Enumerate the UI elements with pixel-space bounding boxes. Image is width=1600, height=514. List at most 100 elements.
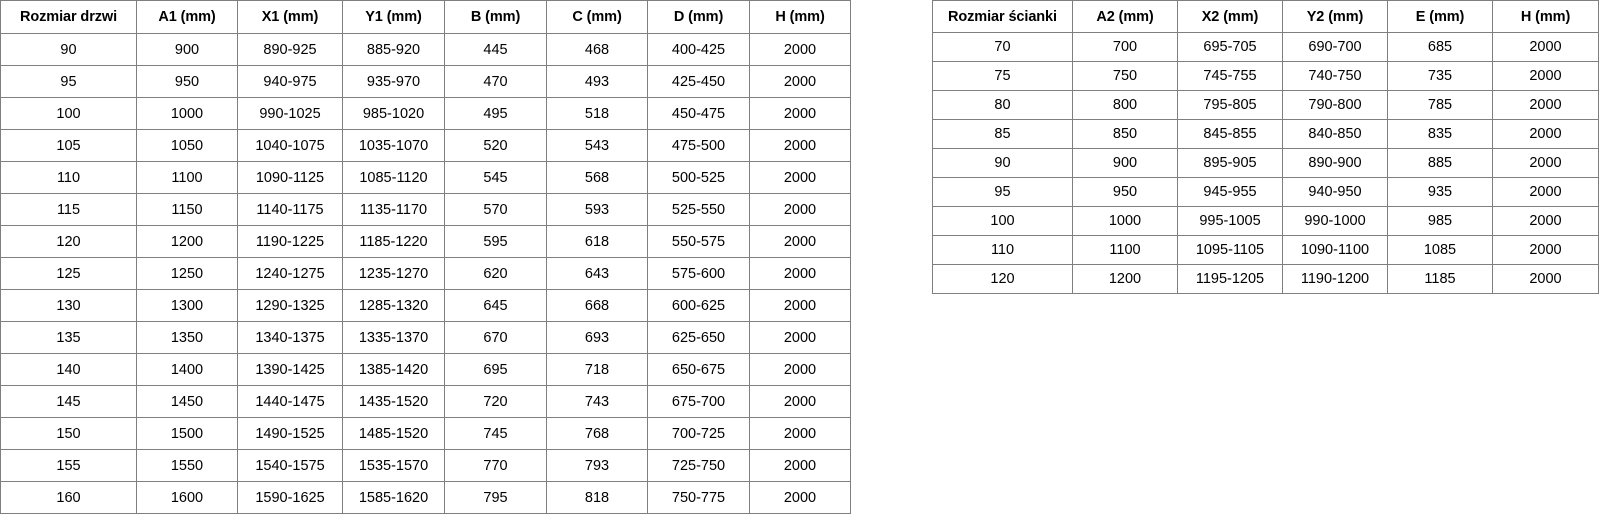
table-row: 75 750 745-755 740-750 735 2000 — [932, 61, 1599, 91]
cell-door-r1-c0: 95 — [0, 65, 137, 98]
cell-door-r0-c1: 900 — [136, 33, 238, 66]
cell-door-r9-c6: 625-650 — [647, 321, 750, 354]
cell-wall-r5-c3: 940-950 — [1282, 177, 1388, 207]
table-row: 70 700 695-705 690-700 685 2000 — [932, 32, 1599, 62]
cell-door-r3-c7: 2000 — [749, 129, 851, 162]
table-row: 115 1150 1140-1175 1135-1170 570 593 525-550 20… — [0, 193, 851, 226]
cell-door-r6-c2: 1190-1225 — [237, 225, 343, 258]
cell-door-r14-c0: 160 — [0, 481, 137, 514]
cell-wall-r1-c0: 75 — [932, 61, 1073, 91]
cell-door-r6-c6: 550-575 — [647, 225, 750, 258]
cell-wall-r0-c4: 685 — [1387, 32, 1493, 62]
cell-door-r11-c0: 145 — [0, 385, 137, 418]
table-row: 105 1050 1040-1075 1035-1070 520 543 475-500 20… — [0, 129, 851, 162]
cell-wall-r1-c5: 2000 — [1492, 61, 1599, 91]
cell-wall-r7-c5: 2000 — [1492, 235, 1599, 265]
wall-table-body: 70 700 695-705 690-700 685 2000 75 750 745-755 74… — [932, 32, 1599, 294]
cell-door-r9-c7: 2000 — [749, 321, 851, 354]
cell-door-r0-c5: 468 — [546, 33, 648, 66]
cell-wall-r8-c0: 120 — [932, 264, 1073, 294]
cell-door-r14-c5: 818 — [546, 481, 648, 514]
cell-door-r1-c6: 425-450 — [647, 65, 750, 98]
table-row: 135 1350 1340-1375 1335-1370 670 693 625-650 20… — [0, 321, 851, 354]
cell-door-r2-c3: 985-1020 — [342, 97, 445, 130]
cell-wall-r1-c2: 745-755 — [1177, 61, 1283, 91]
cell-door-r10-c1: 1400 — [136, 353, 238, 386]
cell-door-r3-c2: 1040-1075 — [237, 129, 343, 162]
cell-door-r12-c4: 745 — [444, 417, 547, 450]
cell-wall-r5-c4: 935 — [1387, 177, 1493, 207]
cell-door-r4-c6: 500-525 — [647, 161, 750, 194]
cell-door-r4-c7: 2000 — [749, 161, 851, 194]
column-header-wall-0: Rozmiar ścianki — [932, 0, 1073, 33]
cell-wall-r2-c5: 2000 — [1492, 90, 1599, 120]
cell-wall-r7-c3: 1090-1100 — [1282, 235, 1388, 265]
cell-wall-r7-c2: 1095-1105 — [1177, 235, 1283, 265]
cell-wall-r6-c4: 985 — [1387, 206, 1493, 236]
cell-door-r7-c0: 125 — [0, 257, 137, 290]
cell-door-r5-c5: 593 — [546, 193, 648, 226]
cell-door-r9-c2: 1340-1375 — [237, 321, 343, 354]
cell-wall-r3-c2: 845-855 — [1177, 119, 1283, 149]
cell-door-r13-c5: 793 — [546, 449, 648, 482]
cell-wall-r0-c2: 695-705 — [1177, 32, 1283, 62]
cell-door-r12-c1: 1500 — [136, 417, 238, 450]
cell-door-r1-c4: 470 — [444, 65, 547, 98]
cell-door-r12-c2: 1490-1525 — [237, 417, 343, 450]
table-row: 110 1100 1095-1105 1090-1100 1085 2000 — [932, 235, 1599, 265]
cell-door-r2-c2: 990-1025 — [237, 97, 343, 130]
cell-door-r5-c0: 115 — [0, 193, 137, 226]
cell-door-r14-c4: 795 — [444, 481, 547, 514]
table-row: 85 850 845-855 840-850 835 2000 — [932, 119, 1599, 149]
cell-door-r4-c3: 1085-1120 — [342, 161, 445, 194]
cell-door-r3-c4: 520 — [444, 129, 547, 162]
column-header-door-5: C (mm) — [546, 0, 648, 34]
cell-door-r3-c1: 1050 — [136, 129, 238, 162]
cell-door-r12-c0: 150 — [0, 417, 137, 450]
cell-door-r7-c4: 620 — [444, 257, 547, 290]
table-row: 145 1450 1440-1475 1435-1520 720 743 675-700 20… — [0, 385, 851, 418]
cell-door-r11-c4: 720 — [444, 385, 547, 418]
column-header-door-2: X1 (mm) — [237, 0, 343, 34]
column-header-door-7: H (mm) — [749, 0, 851, 34]
cell-wall-r7-c4: 1085 — [1387, 235, 1493, 265]
cell-wall-r5-c0: 95 — [932, 177, 1073, 207]
cell-wall-r7-c0: 110 — [932, 235, 1073, 265]
cell-wall-r5-c2: 945-955 — [1177, 177, 1283, 207]
cell-wall-r2-c0: 80 — [932, 90, 1073, 120]
table-row: 120 1200 1195-1205 1190-1200 1185 2000 — [932, 264, 1599, 294]
cell-door-r10-c3: 1385-1420 — [342, 353, 445, 386]
column-header-wall-4: E (mm) — [1387, 0, 1493, 33]
cell-door-r7-c2: 1240-1275 — [237, 257, 343, 290]
wall-dimensions-table: Rozmiar ścianki A2 (mm) X2 (mm) Y2 (mm) E (m… — [932, 0, 1599, 294]
table-header-row: Rozmiar drzwi A1 (mm) X1 (mm) Y1 (mm) B (mm)… — [0, 0, 851, 34]
cell-door-r1-c3: 935-970 — [342, 65, 445, 98]
table-row: 120 1200 1190-1225 1185-1220 595 618 550-575 20… — [0, 225, 851, 258]
cell-door-r13-c3: 1535-1570 — [342, 449, 445, 482]
cell-door-r4-c2: 1090-1125 — [237, 161, 343, 194]
column-header-wall-2: X2 (mm) — [1177, 0, 1283, 33]
cell-door-r3-c6: 475-500 — [647, 129, 750, 162]
cell-door-r2-c0: 100 — [0, 97, 137, 130]
column-header-wall-3: Y2 (mm) — [1282, 0, 1388, 33]
table-row: 95 950 940-975 935-970 470 493 425-450 2000 — [0, 65, 851, 98]
cell-door-r12-c5: 768 — [546, 417, 648, 450]
wall-table-header: Rozmiar ścianki A2 (mm) X2 (mm) Y2 (mm) E (m… — [932, 0, 1599, 33]
cell-door-r5-c1: 1150 — [136, 193, 238, 226]
cell-wall-r5-c5: 2000 — [1492, 177, 1599, 207]
cell-door-r8-c6: 600-625 — [647, 289, 750, 322]
cell-door-r0-c2: 890-925 — [237, 33, 343, 66]
cell-door-r7-c6: 575-600 — [647, 257, 750, 290]
cell-wall-r2-c1: 800 — [1072, 90, 1178, 120]
cell-door-r6-c0: 120 — [0, 225, 137, 258]
cell-door-r9-c3: 1335-1370 — [342, 321, 445, 354]
cell-door-r3-c3: 1035-1070 — [342, 129, 445, 162]
table-row: 90 900 895-905 890-900 885 2000 — [932, 148, 1599, 178]
cell-door-r1-c5: 493 — [546, 65, 648, 98]
cell-door-r10-c7: 2000 — [749, 353, 851, 386]
cell-wall-r3-c0: 85 — [932, 119, 1073, 149]
cell-door-r8-c2: 1290-1325 — [237, 289, 343, 322]
cell-wall-r8-c2: 1195-1205 — [1177, 264, 1283, 294]
cell-door-r0-c4: 445 — [444, 33, 547, 66]
cell-wall-r6-c2: 995-1005 — [1177, 206, 1283, 236]
